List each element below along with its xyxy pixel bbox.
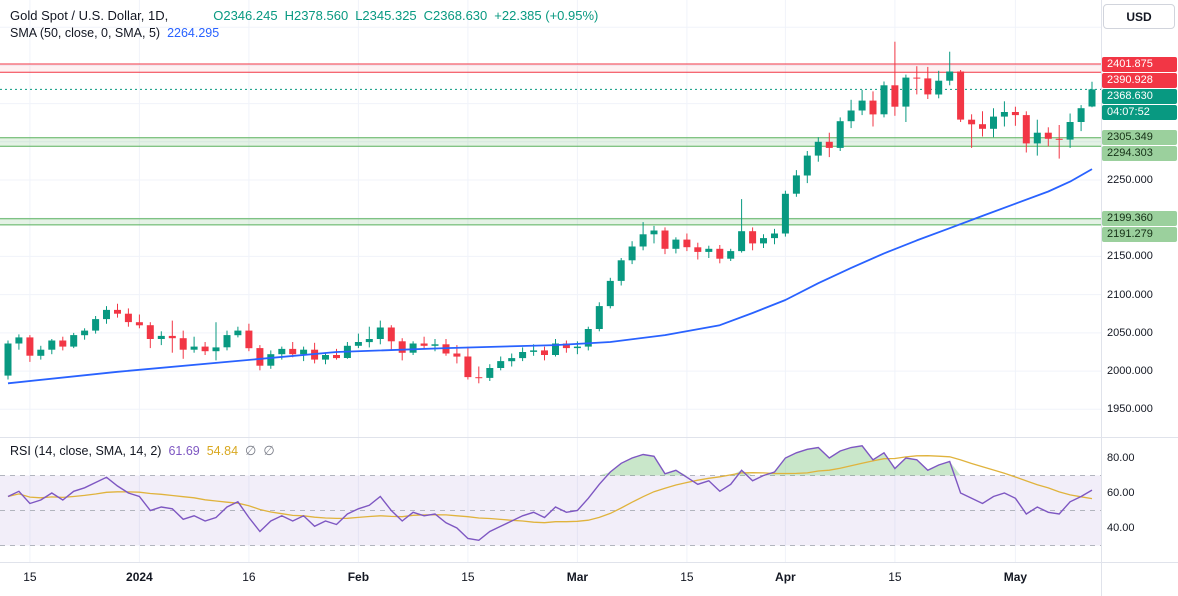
price-axis-label: 2050.000 (1107, 326, 1153, 339)
ohlc-open: O2346.245 (213, 8, 278, 23)
price-axis-label: 1950.000 (1107, 403, 1153, 416)
price-axis-label: 2150.000 (1107, 250, 1153, 263)
time-axis-label: 15 (23, 570, 37, 584)
sma-value: 2264.295 (167, 26, 220, 40)
sma-label: SMA (50, close, 0, SMA, 5) (10, 26, 161, 40)
time-axis-label: Apr (775, 570, 796, 584)
price-change: +22.385 (+0.95%) (494, 8, 599, 23)
symbol-legend: Gold Spot / U.S. Dollar, 1D, O2346.245 H… (10, 8, 598, 23)
price-axis-label: 2250.000 (1107, 174, 1153, 186)
time-axis[interactable]: 15 2024 16 Feb 15 Mar 15 Apr 15 May (0, 563, 1178, 596)
rsi-hidden-plot-icon[interactable]: ∅ (263, 443, 275, 458)
time-axis-label: Feb (347, 570, 370, 584)
time-axis-label: Mar (566, 570, 589, 584)
rsi-label: RSI (14, close, SMA, 14, 2) (10, 444, 162, 458)
ohlc-high: H2378.560 (284, 8, 349, 23)
support-price-badge: 2191.279 (1102, 227, 1177, 243)
price-axis[interactable]: USD 2250.000 2150.000 2100.000 2050.000 2000… (1101, 0, 1178, 563)
ohlc-close: C2368.630 (423, 8, 488, 23)
support-price-badge: 2199.360 (1102, 211, 1177, 227)
time-axis-label: May (1003, 570, 1028, 584)
resistance-price-badge: 2390.928 (1102, 72, 1177, 88)
rsi-axis-label: 80.00 (1107, 452, 1135, 464)
rsi-axis-label: 40.00 (1107, 522, 1135, 534)
last-price-badge: 2368.630 (1102, 88, 1177, 104)
support-price-badge: 2294.303 (1102, 146, 1177, 162)
currency-toggle-button[interactable]: USD (1103, 4, 1175, 29)
time-axis-label: 15 (461, 570, 475, 584)
sma-legend: SMA (50, close, 0, SMA, 5) 2264.295 (10, 26, 219, 40)
support-price-badge: 2305.349 (1102, 130, 1177, 146)
resistance-price-badge: 2401.875 (1102, 56, 1177, 72)
rsi-value: 61.69 (168, 444, 200, 458)
time-axis-label: 16 (242, 570, 256, 584)
rsi-axis-label: 60.00 (1107, 487, 1135, 499)
rsi-signal-value: 54.84 (206, 444, 239, 458)
price-axis-label: 2100.000 (1107, 288, 1153, 301)
time-axis-label: 15 (888, 570, 902, 584)
rsi-legend: RSI (14, close, SMA, 14, 2) 61.69 54.84 … (10, 443, 275, 459)
price-axis-label: 2000.000 (1107, 365, 1153, 378)
time-axis-label: 15 (680, 570, 694, 584)
rsi-hidden-plot-icon[interactable]: ∅ (245, 443, 257, 458)
time-axis-label: 2024 (126, 570, 153, 584)
ohlc-low: L2345.325 (355, 8, 417, 23)
symbol-title: Gold Spot / U.S. Dollar, 1D, (10, 8, 169, 23)
bar-countdown-badge: 04:07:52 (1102, 104, 1177, 120)
